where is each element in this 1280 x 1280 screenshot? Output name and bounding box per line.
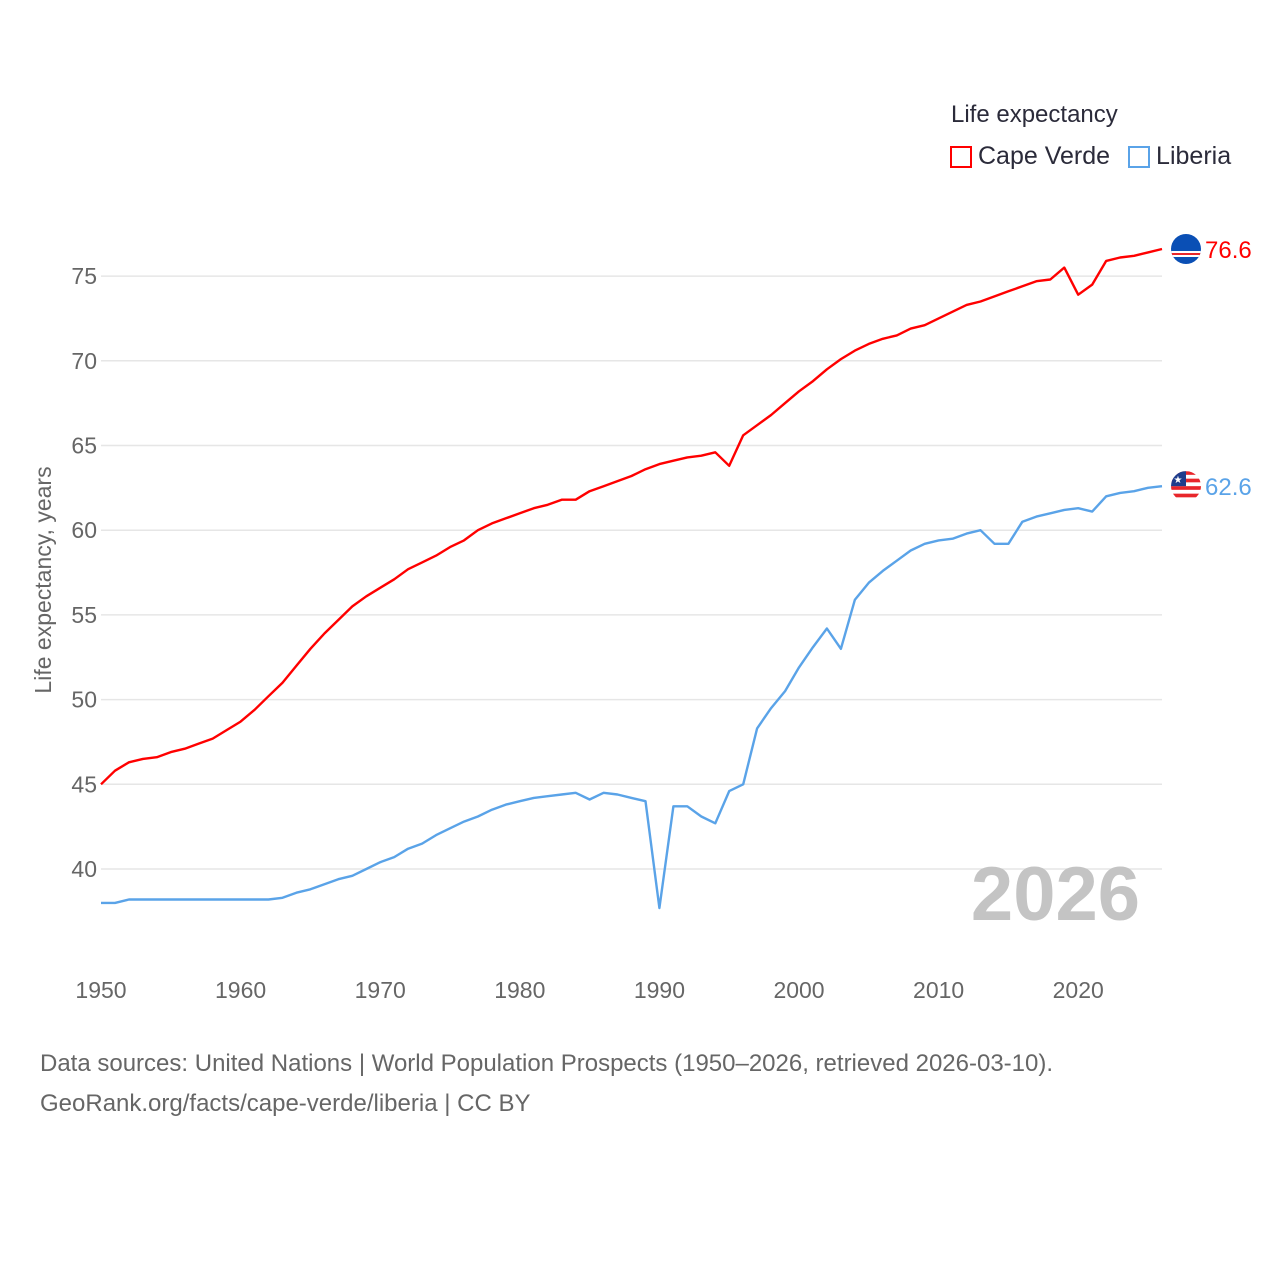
end-labels: 76.6 ★ 62.6 (1171, 233, 1252, 502)
flag-star: ★ (1174, 475, 1183, 486)
flag-stripe (1171, 489, 1201, 494)
flag-stripe (1171, 497, 1201, 502)
flag-body (1171, 233, 1201, 264)
flag-stripe (1171, 252, 1201, 255)
x-tick-label: 1990 (634, 977, 685, 1003)
x-tick-label: 1950 (75, 977, 126, 1003)
legend-label: Liberia (1156, 142, 1232, 170)
liberia-flag-icon: ★ (1171, 471, 1201, 502)
y-tick-label: 60 (71, 517, 97, 543)
x-tick-label: 2000 (773, 977, 824, 1003)
legend-title: Life expectancy (951, 101, 1118, 128)
flag-body: ★ (1171, 471, 1201, 502)
x-tick-label: 2020 (1053, 977, 1104, 1003)
series-line-liberia (101, 485, 1163, 910)
data-sources-text: Data sources: United Nations | World Pop… (40, 1050, 1054, 1077)
x-tick-label: 1970 (355, 977, 406, 1003)
y-tick-label: 70 (71, 348, 97, 374)
x-axis-ticks: 1950 1960 1970 1980 1990 2000 2010 2020 (75, 977, 1103, 1003)
x-tick-label: 1980 (494, 977, 545, 1003)
flag-field (1171, 233, 1201, 264)
attribution-link[interactable]: GeoRank.org/facts/cape-verde/liberia | C… (40, 1090, 531, 1117)
legend-swatch (950, 145, 972, 168)
series-lines (100, 247, 1163, 910)
y-axis-label: Life expectancy, years (30, 466, 56, 693)
y-tick-label: 75 (71, 263, 97, 289)
cape-verde-flag-icon (1171, 233, 1201, 264)
legend-item-cape-verde[interactable]: Cape Verde (950, 142, 1110, 171)
legend-item-liberia[interactable]: Liberia (1128, 142, 1231, 171)
y-tick-label: 55 (71, 602, 97, 628)
legend: Cape Verde Liberia (950, 142, 1231, 171)
footer-sources: Data sources: United Nations | World Pop… (40, 1044, 1053, 1124)
y-tick-label: 65 (71, 433, 97, 459)
y-tick-label: 50 (71, 687, 97, 713)
y-tick-label: 40 (71, 856, 97, 882)
legend-swatch (1128, 145, 1151, 168)
y-axis-ticks: 40 45 50 55 60 65 70 75 (71, 263, 97, 882)
series-line-cape-verde (100, 247, 1163, 786)
end-value-label: 62.6 (1205, 474, 1252, 501)
year-watermark: 2026 (971, 852, 1140, 937)
y-tick-label: 45 (71, 771, 97, 797)
x-tick-label: 1960 (215, 977, 266, 1003)
flag-stripe (1171, 486, 1201, 490)
end-value-label: 76.6 (1205, 237, 1252, 264)
legend-label: Cape Verde (978, 142, 1111, 170)
x-tick-label: 2010 (913, 977, 964, 1003)
gridlines (101, 275, 1162, 870)
flag-stripe (1171, 493, 1201, 498)
